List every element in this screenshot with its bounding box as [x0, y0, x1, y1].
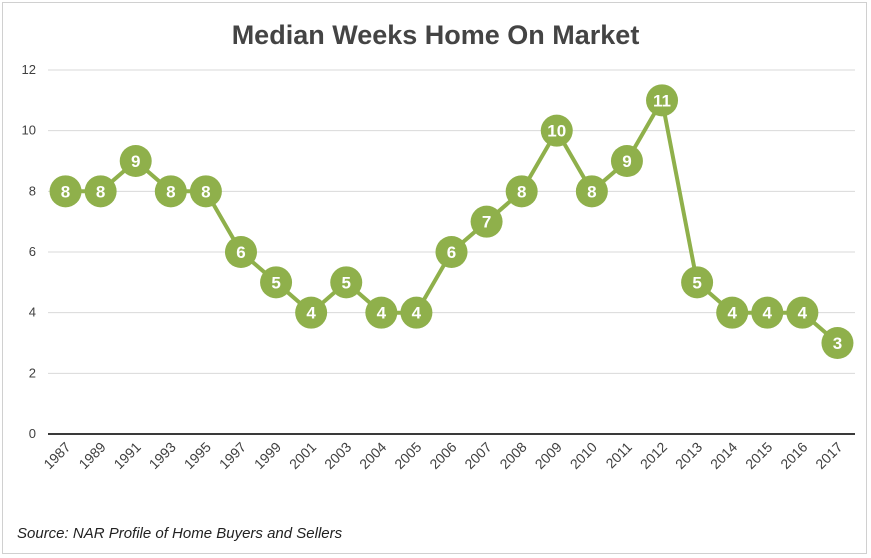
data-point-marker: [260, 266, 293, 299]
data-label: 4: [727, 304, 737, 323]
x-tick-label: 2017: [812, 439, 845, 472]
x-tick-label: 2001: [286, 439, 319, 472]
x-tick-label: 2015: [742, 439, 775, 472]
data-point-marker: [610, 145, 643, 177]
data-label: 6: [236, 243, 245, 262]
y-tick-label: 12: [22, 62, 36, 77]
x-tick-label: 1991: [110, 439, 143, 472]
data-point-marker: [821, 327, 854, 359]
data-label: 5: [692, 273, 701, 292]
y-tick-label: 2: [29, 365, 36, 380]
x-tick-label: 2011: [602, 439, 635, 472]
x-tick-label: 2006: [426, 439, 459, 472]
data-point-marker: [681, 266, 714, 299]
x-tick-label: 2012: [637, 439, 670, 472]
x-tick-label: 1987: [40, 439, 73, 472]
data-point-marker: [330, 266, 363, 299]
data-label: 9: [622, 152, 631, 171]
data-point-marker: [224, 236, 257, 268]
data-point-marker: [295, 296, 328, 329]
data-label: 4: [306, 304, 316, 323]
x-tick-label: 2008: [496, 439, 529, 472]
data-label: 7: [482, 213, 491, 232]
data-label: 9: [131, 152, 140, 171]
data-label: 10: [547, 122, 566, 141]
data-point-marker: [119, 145, 152, 177]
data-label: 8: [166, 182, 175, 201]
y-tick-label: 8: [29, 183, 36, 198]
x-tick-label: 2016: [777, 439, 810, 472]
data-label: 8: [517, 182, 526, 201]
x-tick-label: 2009: [532, 439, 565, 472]
data-label: 5: [342, 273, 351, 292]
data-point-marker: [189, 175, 222, 208]
data-label: 3: [833, 334, 842, 353]
data-point-marker: [49, 175, 82, 208]
x-tick-label: 1995: [181, 439, 214, 472]
data-label: 4: [377, 304, 387, 323]
data-point-marker: [540, 114, 573, 147]
data-label: 8: [96, 182, 105, 201]
y-tick-label: 4: [29, 305, 36, 320]
x-tick-label: 2007: [461, 439, 494, 472]
data-point-marker: [646, 84, 679, 117]
x-tick-label: 2005: [391, 439, 424, 472]
data-label: 5: [271, 273, 280, 292]
data-label: 8: [201, 182, 210, 201]
chart-source-note: Source: NAR Profile of Home Buyers and S…: [17, 525, 343, 542]
data-label: 4: [798, 304, 808, 323]
data-point-marker: [154, 175, 187, 208]
data-label: 4: [412, 304, 422, 323]
chart-title: Median Weeks Home On Market: [231, 20, 640, 50]
data-point-marker: [84, 175, 117, 208]
x-tick-label: 2004: [356, 439, 389, 472]
data-label: 4: [763, 304, 773, 323]
x-tick-label: 1989: [75, 439, 108, 472]
data-point-marker: [505, 175, 538, 208]
data-point-marker: [575, 175, 608, 208]
data-label: 6: [447, 243, 456, 262]
y-tick-label: 6: [29, 244, 36, 259]
data-point-marker: [435, 236, 468, 268]
data-label: 8: [61, 182, 70, 201]
data-label: 8: [587, 182, 596, 201]
data-point-marker: [400, 296, 433, 329]
x-tick-label: 2013: [672, 439, 705, 472]
data-point-marker: [365, 296, 398, 329]
y-tick-label: 10: [22, 123, 36, 138]
data-point-marker: [470, 205, 503, 238]
x-tick-label: 1999: [251, 439, 284, 472]
x-tick-label: 2010: [567, 439, 600, 472]
y-tick-label: 0: [29, 426, 36, 441]
x-tick-label: 1993: [146, 439, 179, 472]
data-label: 11: [653, 91, 671, 110]
x-tick-label: 2014: [707, 439, 740, 472]
x-tick-label: 1997: [216, 439, 249, 472]
data-point-marker: [716, 296, 749, 329]
data-point-marker: [751, 296, 784, 329]
data-point-marker: [786, 296, 819, 329]
x-tick-label: 2003: [321, 439, 354, 472]
